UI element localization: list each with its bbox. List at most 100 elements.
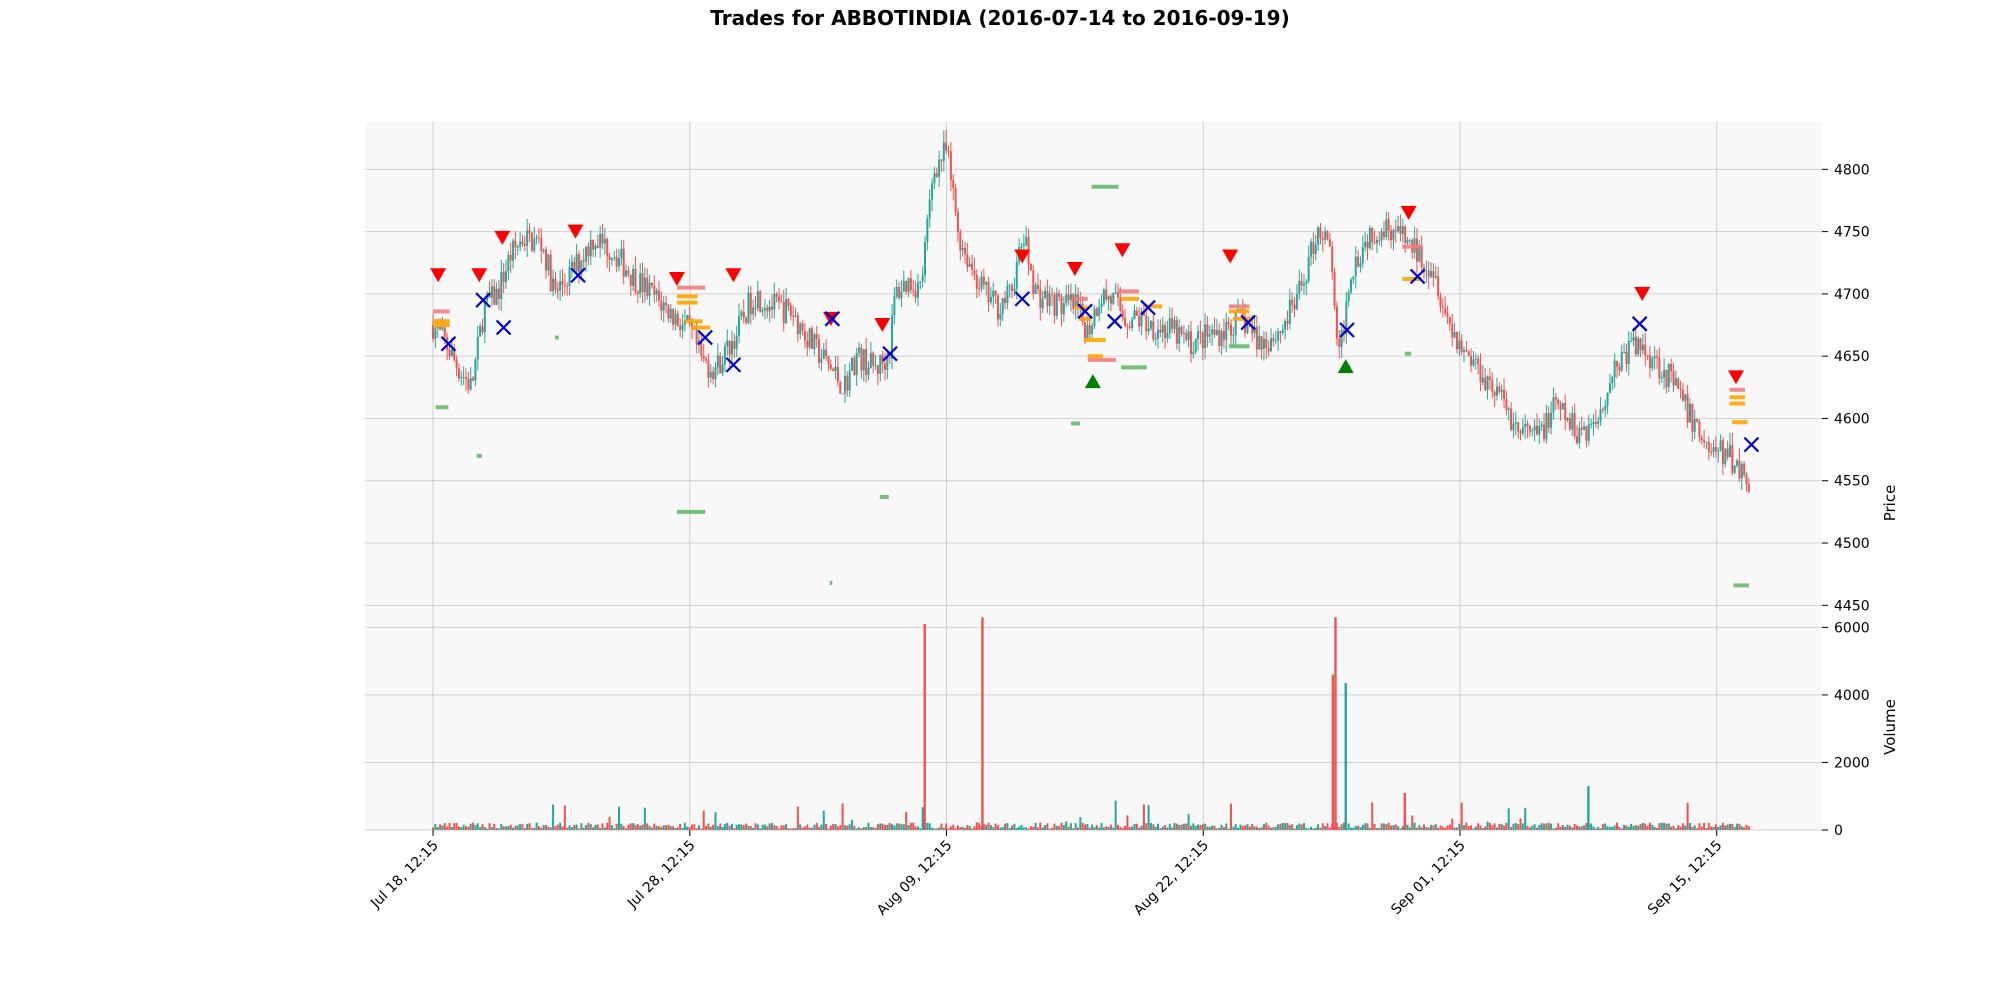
candle-down (690, 320, 693, 329)
x-tick-label: Aug 09, 12:15 (874, 838, 955, 919)
volume-bar (629, 823, 632, 830)
candle-up (1178, 327, 1181, 344)
candle-up (1298, 281, 1301, 295)
candle-down (1029, 263, 1032, 271)
volume-bar (1277, 824, 1280, 830)
volume-bar (700, 828, 703, 830)
candle-down (881, 355, 884, 364)
candle-up (1514, 422, 1517, 424)
volume-bar (1272, 827, 1275, 830)
volume-bar (1100, 823, 1103, 830)
volume-bar (928, 823, 931, 830)
volume-bar (1620, 828, 1623, 830)
candle-down (956, 212, 959, 233)
volume-bar (1707, 822, 1710, 830)
x-tick-label: Aug 22, 12:15 (1131, 838, 1212, 919)
candle-up (1234, 311, 1237, 335)
candle-up (1034, 284, 1037, 294)
candle-up (1295, 294, 1298, 310)
volume-bar (905, 811, 908, 830)
candle-down (1180, 327, 1183, 334)
candle-down (1510, 408, 1513, 431)
volume-bar (1237, 827, 1240, 830)
candle-up (1302, 283, 1305, 286)
candle-down (1293, 304, 1296, 310)
candle-up (1015, 262, 1018, 289)
volume-bar (881, 823, 884, 830)
volume-bar (1211, 825, 1214, 830)
volume-bar (1604, 823, 1607, 830)
candle-up (992, 290, 995, 298)
volume-bar (667, 824, 670, 830)
volume-bar (1251, 824, 1254, 830)
candle-down (537, 237, 540, 239)
volume-bar (1637, 825, 1640, 830)
candle-up (1364, 241, 1367, 248)
volume-bar (1098, 827, 1101, 830)
volume-bar (1392, 825, 1395, 830)
candle-up (1350, 279, 1353, 293)
buy-signal-marker (1084, 374, 1101, 389)
candle-up (1208, 334, 1211, 337)
volume-bar (676, 827, 679, 830)
candle-down (1373, 242, 1376, 244)
candle-down (1559, 404, 1562, 410)
volume-bar (446, 826, 449, 830)
volume-spike-bar (1334, 617, 1337, 830)
volume-bar (467, 826, 470, 830)
volume-bar (1088, 827, 1091, 830)
volume-bar (940, 823, 943, 830)
candle-down (1218, 330, 1221, 346)
volume-bar (874, 827, 877, 830)
volume-bar (893, 825, 896, 830)
volume-bar (1601, 824, 1604, 830)
volume-bar (1557, 823, 1560, 830)
candle-up (1463, 349, 1466, 352)
volume-bar (1378, 827, 1381, 830)
candle-down (1095, 308, 1098, 316)
candle-down (1691, 403, 1694, 432)
volume-bar (495, 827, 498, 830)
candle-up (942, 142, 945, 161)
volume-bar (1060, 822, 1063, 830)
volume-panel: 0 2000 4000 6000 Volume (365, 617, 1899, 839)
volume-bar (1142, 804, 1145, 830)
candle-down (806, 340, 809, 348)
candle-up (1352, 276, 1355, 280)
candle-down (1448, 316, 1451, 325)
candle-up (1187, 331, 1190, 340)
candle-down (587, 246, 590, 257)
volume-bar (1665, 823, 1668, 830)
candle-up (1197, 331, 1200, 340)
candle-down (1105, 289, 1108, 300)
volume-bar (693, 824, 696, 830)
candle-up (714, 367, 717, 380)
candle-up (1385, 219, 1388, 238)
volume-bar (761, 824, 764, 830)
candle-down (1519, 431, 1522, 434)
volume-bar (1472, 828, 1475, 830)
exit-marker-stroke (495, 319, 512, 336)
volume-bar (1086, 823, 1089, 830)
candle-up (1590, 423, 1593, 425)
exit-marker (1743, 436, 1760, 453)
volume-bar (1076, 827, 1079, 830)
candle-down (653, 285, 656, 295)
volume-bar (436, 827, 439, 830)
volume-bar (1460, 802, 1463, 830)
volume-bar (507, 826, 510, 830)
candle-up (1307, 256, 1310, 282)
volume-bar (481, 824, 484, 830)
volume-bar (1229, 803, 1232, 830)
volume-bar (1583, 825, 1586, 830)
candle-down (996, 295, 999, 320)
volume-bar (530, 828, 533, 830)
candle-down (1573, 413, 1576, 437)
candle-up (516, 246, 519, 248)
volume-bar (1199, 825, 1202, 830)
candle-down (839, 381, 842, 394)
volume-bar (782, 825, 785, 830)
candle-up (1270, 338, 1273, 352)
candle-down (1138, 315, 1141, 327)
candle-down (1175, 320, 1178, 344)
